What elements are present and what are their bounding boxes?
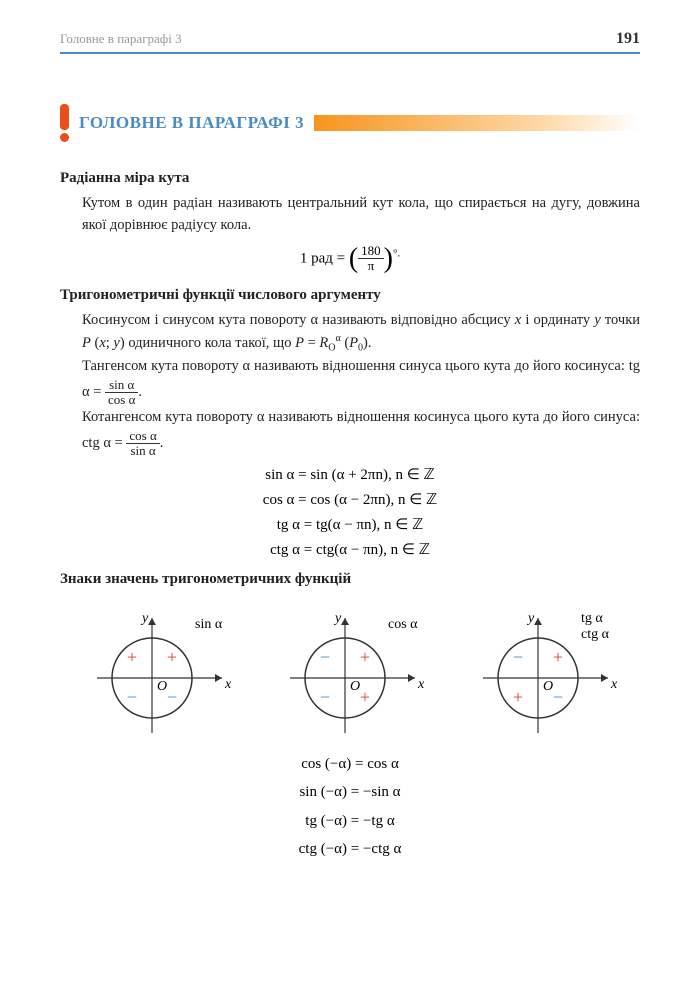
sign-circle-0: + + − − y x O sin α xyxy=(77,608,237,738)
q3-sign: − xyxy=(320,687,330,707)
circle-func-label: sin α xyxy=(195,617,223,632)
period-sin: sin α = sin (α + 2πn), n ∈ ℤ xyxy=(60,465,640,484)
q2-sign: − xyxy=(513,647,523,667)
period-ctg: ctg α = ctg(α − πn), n ∈ ℤ xyxy=(60,540,640,559)
neg-ctg: ctg (−α) = −ctg α xyxy=(60,835,640,864)
q1-sign: + xyxy=(553,647,563,667)
x-axis-label: x xyxy=(224,677,232,692)
para2-a: Тангенсом кута повороту α називають відн… xyxy=(82,358,640,400)
y-axis-label: y xyxy=(333,611,342,626)
section2-para1: Косинусом і синусом кута повороту α нази… xyxy=(82,310,640,356)
running-title: Головне в параграфі 3 xyxy=(60,31,182,47)
circle-func-label: cos α xyxy=(388,617,418,632)
tg-num: sin α xyxy=(105,378,138,393)
negative-argument-identities: cos (−α) = cos α sin (−α) = −sin α tg (−… xyxy=(60,750,640,864)
period-cos: cos α = cos (α − 2πn), n ∈ ℤ xyxy=(60,490,640,509)
formula-prefix: 1 рад = xyxy=(300,250,345,266)
origin-label: O xyxy=(350,679,360,694)
neg-tg: tg (−α) = −tg α xyxy=(60,807,640,836)
section3-heading: Знаки значень тригонометричних функцій xyxy=(60,571,640,588)
q4-sign: + xyxy=(360,687,370,707)
q3-sign: + xyxy=(513,687,523,707)
q4-sign: − xyxy=(167,687,177,707)
circle-func-label: tg α xyxy=(581,611,603,626)
y-axis-label: y xyxy=(526,611,535,626)
para1-b: і ординату xyxy=(521,312,594,328)
page-header: Головне в параграфі 3 191 xyxy=(60,30,640,48)
sign-circle-1: − + − + y x O cos α xyxy=(270,608,430,738)
para3-a: Котангенсом кута повороту α називають ві… xyxy=(82,409,640,451)
section2-heading: Тригонометричні функції числового аргуме… xyxy=(60,287,640,304)
ctg-num: cos α xyxy=(126,429,159,444)
q1-sign: + xyxy=(167,647,177,667)
banner-gradient xyxy=(314,115,640,131)
section1-text: Кутом в один радіан називають центральни… xyxy=(82,193,640,237)
chapter-banner: ГОЛОВНЕ В ПАРАГРАФІ 3 xyxy=(60,104,640,142)
x-axis-label: x xyxy=(610,677,618,692)
radian-formula: 1 рад = ( 180 π )°. xyxy=(60,243,640,275)
period-tg: tg α = tg(α − πn), n ∈ ℤ xyxy=(60,515,640,534)
origin-label: O xyxy=(157,679,167,694)
unit-circle-svg: − + − + y x O cos α xyxy=(270,608,430,738)
formula-suffix: °. xyxy=(393,247,400,259)
circle-func-label: ctg α xyxy=(581,627,610,642)
header-rule xyxy=(60,52,640,54)
q2-sign: + xyxy=(127,647,137,667)
section2-para2: Тангенсом кута повороту α називають відн… xyxy=(82,356,640,407)
section1-heading: Радіанна міра кута xyxy=(60,170,640,187)
origin-label: O xyxy=(543,679,553,694)
sign-circle-2: − + + − y x O tg αctg α xyxy=(463,608,623,738)
ctg-den: sin α xyxy=(126,444,159,458)
formula-denominator: π xyxy=(358,259,384,273)
chapter-title: ГОЛОВНЕ В ПАРАГРАФІ 3 xyxy=(79,113,304,133)
q1-sign: + xyxy=(360,647,370,667)
para1-c: точки xyxy=(601,312,640,328)
section2-para3: Котангенсом кута повороту α називають ві… xyxy=(82,407,640,458)
para1-e: . xyxy=(368,335,372,351)
exclamation-icon xyxy=(60,104,69,142)
q4-sign: − xyxy=(553,687,563,707)
formula-numerator: 180 xyxy=(358,244,384,259)
para1-a: Косинусом і синусом кута повороту α нази… xyxy=(82,312,515,328)
x-axis-label: x xyxy=(417,677,425,692)
unit-circle-svg: − + + − y x O tg αctg α xyxy=(463,608,623,738)
para1-d: одиничного кола такої, що xyxy=(125,335,295,351)
unit-circle-svg: + + − − y x O sin α xyxy=(77,608,237,738)
page: Головне в параграфі 3 191 ГОЛОВНЕ В ПАРА… xyxy=(0,0,690,904)
y-axis-label: y xyxy=(140,611,149,626)
neg-cos: cos (−α) = cos α xyxy=(60,750,640,779)
tg-den: cos α xyxy=(105,393,138,407)
page-number: 191 xyxy=(616,30,640,48)
neg-sin: sin (−α) = −sin α xyxy=(60,778,640,807)
sign-circles-row: + + − − y x O sin α − + − + y x O cos α … xyxy=(60,608,640,738)
q3-sign: − xyxy=(127,687,137,707)
q2-sign: − xyxy=(320,647,330,667)
